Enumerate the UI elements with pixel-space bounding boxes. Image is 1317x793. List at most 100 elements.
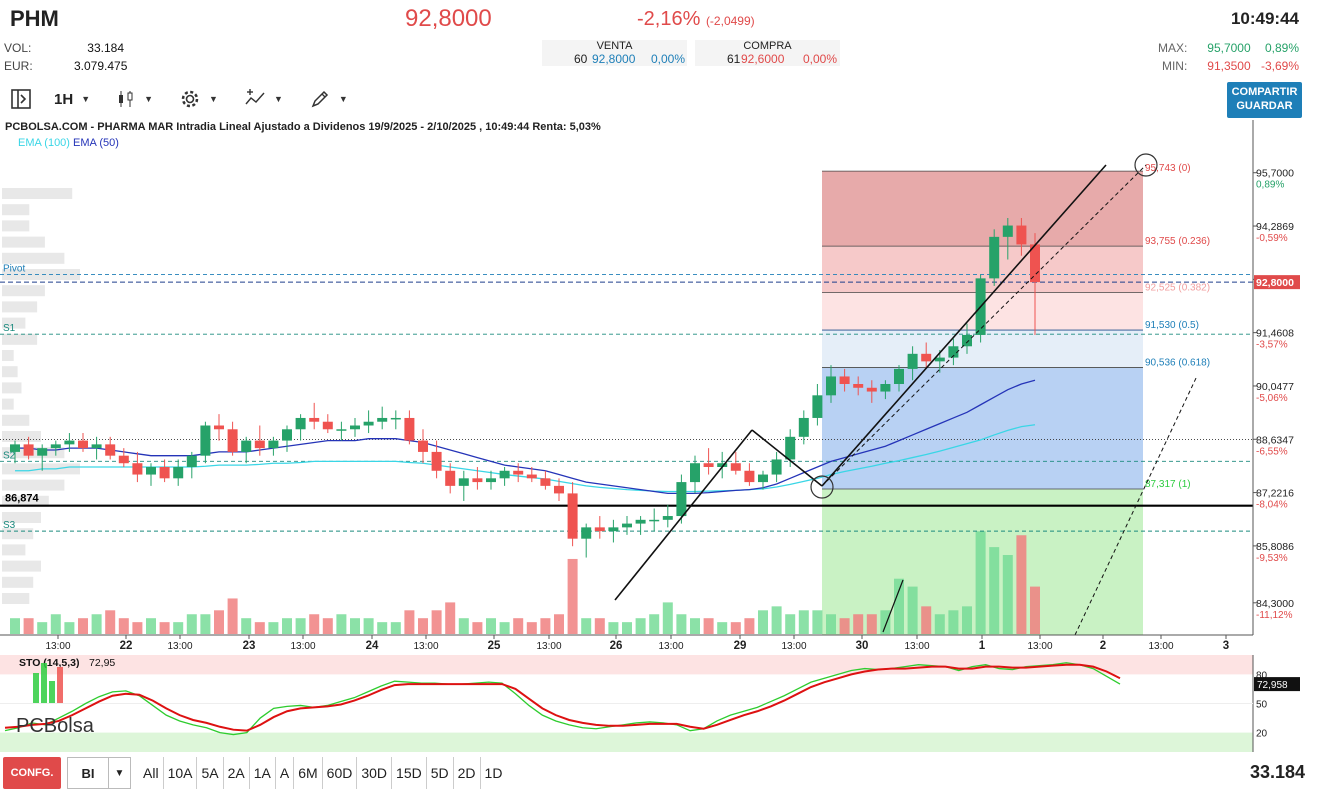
candle-body <box>1030 244 1040 283</box>
profile-bar <box>2 576 34 588</box>
chart-title: PCBOLSA.COM - PHARMA MAR Intradia Lineal… <box>5 121 601 133</box>
profile-bar <box>2 593 30 604</box>
pivot-label: S3 <box>3 520 16 531</box>
volume-bar <box>744 618 755 634</box>
candle <box>649 508 660 532</box>
range-button[interactable]: 15D <box>392 757 427 789</box>
candle-body <box>594 527 605 532</box>
support-label: 86,874 <box>5 493 40 505</box>
candle <box>499 467 510 486</box>
volume-bar <box>146 618 156 634</box>
candle-body <box>363 421 374 426</box>
candle <box>540 470 551 490</box>
candle-body <box>37 448 48 456</box>
candle <box>1016 218 1027 256</box>
candle-body <box>649 519 660 522</box>
range-button[interactable]: 5D <box>427 757 454 789</box>
candle-body <box>214 425 224 430</box>
config-button[interactable]: CONFG. <box>3 757 61 789</box>
candle <box>581 523 592 558</box>
fib-zone <box>822 330 1143 368</box>
range-button[interactable]: A <box>276 757 295 789</box>
trend-line <box>751 429 823 487</box>
candle <box>186 451 197 479</box>
share-save-button[interactable]: COMPARTIR GUARDAR <box>1227 82 1302 118</box>
type-select-value: BI <box>81 765 95 781</box>
profile-bar <box>2 512 41 523</box>
range-button[interactable]: 1A <box>250 757 276 789</box>
y-tick-label: 90,0477 <box>1256 381 1294 393</box>
volume-bar <box>336 614 347 634</box>
y-tick-label: 85,8086 <box>1256 541 1294 553</box>
panel-toggle-button[interactable] <box>6 86 36 112</box>
candle <box>513 463 524 483</box>
indicators-selector[interactable]: ▼ <box>240 86 287 112</box>
current-price-box <box>1254 275 1300 290</box>
profile-bar <box>2 350 14 361</box>
x-tick-label: 23 <box>243 640 256 652</box>
candle <box>662 504 673 528</box>
volume-bar <box>622 622 632 634</box>
candle-body <box>268 440 279 449</box>
volume-bar <box>105 610 116 634</box>
fib-level-label: 92,525 (0.382) <box>1145 283 1210 294</box>
candle <box>1002 218 1013 260</box>
profile-bar <box>2 188 73 199</box>
x-tick-label: 13:00 <box>1148 641 1173 652</box>
candles <box>10 218 1040 558</box>
range-button[interactable]: All <box>139 757 164 789</box>
x-tick-label: 13:00 <box>167 641 192 652</box>
candle-body <box>23 444 34 456</box>
profile-bar <box>2 528 34 540</box>
range-button[interactable]: 1D <box>484 765 503 781</box>
range-button[interactable]: 5A <box>197 757 224 789</box>
volume-bar <box>64 622 75 634</box>
candle <box>690 455 700 494</box>
candle <box>608 519 619 543</box>
stoch-d-line <box>4 663 1121 732</box>
chevron-down-icon: ▼ <box>273 94 283 104</box>
candle <box>254 425 265 456</box>
volume-bar <box>431 610 442 634</box>
volume-bar <box>322 618 333 634</box>
profile-bar <box>2 252 65 264</box>
chevron-down-icon: ▼ <box>209 94 218 104</box>
candle-body <box>78 440 88 449</box>
volume-bar <box>78 618 88 634</box>
vol-value: 33.184 <box>87 41 124 55</box>
chart-type-selector[interactable]: ▼ <box>112 86 157 112</box>
price-chart[interactable]: 95,743 (0) 93,755 (0.236) 92,525 (0.382) 91… <box>0 120 1317 755</box>
y-tick-pct: -0,59% <box>1256 233 1288 244</box>
volume-bar <box>295 618 306 634</box>
trend-line <box>821 164 1107 487</box>
range-button[interactable]: 6M <box>294 757 323 789</box>
bottom-bar: CONFG. BI ▼ All 10A 5A 2A 1A A 6M 60D 30D 15D 5D 2D… <box>0 755 1317 791</box>
settings-selector[interactable]: ▼ <box>175 86 222 112</box>
logo-bar <box>57 667 63 703</box>
interval-selector[interactable]: 1H ▼ <box>50 86 94 112</box>
candle <box>880 380 891 400</box>
candle-body <box>567 493 578 539</box>
price-change: -2,16% (-2,0499) <box>637 8 755 31</box>
candle <box>37 444 48 471</box>
candle <box>853 376 864 396</box>
min-price: 91,3500 <box>1207 59 1251 73</box>
volume-bar <box>608 622 619 634</box>
candle <box>730 451 741 475</box>
type-select[interactable]: BI ▼ <box>67 757 131 789</box>
range-button[interactable]: 60D <box>323 757 358 789</box>
max-pct: 0,89% <box>1264 41 1299 55</box>
drawing-tools-selector[interactable]: ▼ <box>305 86 352 112</box>
volume-bar <box>839 618 850 634</box>
profile-bar <box>2 431 41 442</box>
volume-bar <box>390 622 401 634</box>
change-pct: -2,16% <box>637 8 701 30</box>
candle-body <box>771 459 782 475</box>
range-button[interactable]: 2A <box>224 757 250 789</box>
volume-bar <box>10 618 20 634</box>
range-button[interactable]: 10A <box>164 757 198 789</box>
volume-bar <box>880 610 891 634</box>
range-button[interactable]: 30D <box>357 757 393 789</box>
volume-bar <box>173 622 184 634</box>
range-button[interactable]: 2D <box>454 757 481 789</box>
